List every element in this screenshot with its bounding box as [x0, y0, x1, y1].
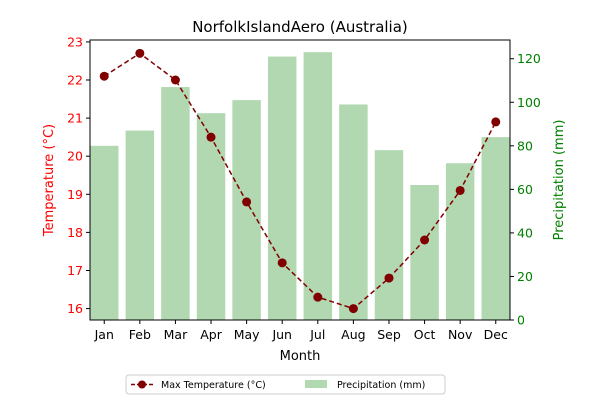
y-axis-left: 16 17 18 19 20 21 22 23	[67, 34, 90, 316]
x-tick-label: Jan	[94, 327, 114, 342]
x-tick-label: Mar	[164, 327, 188, 342]
temperature-series-line	[103, 52, 497, 310]
temperature-point	[348, 304, 358, 314]
y-left-tick-label: 20	[67, 149, 83, 164]
y-axis-right-label: Precipitation (mm)	[552, 120, 567, 241]
y-right-tick-label: 60	[517, 182, 533, 197]
temperature-point	[313, 292, 323, 302]
x-tick-label: Aug	[341, 327, 365, 342]
y-left-tick-label: 17	[67, 263, 83, 278]
temperature-point	[491, 117, 501, 127]
x-tick-label: Apr	[200, 327, 222, 342]
y-left-tick-label: 16	[67, 301, 83, 316]
legend: Max Temperature (°C) Precipitation (mm)	[125, 374, 446, 395]
legend-marker-swatch	[138, 380, 146, 389]
temperature-point	[277, 258, 287, 268]
x-tick-label: Feb	[129, 327, 151, 342]
y-left-tick-label: 22	[67, 73, 83, 88]
temperature-point	[242, 197, 252, 207]
precipitation-bar	[481, 137, 510, 320]
y-right-tick-label: 0	[517, 313, 525, 328]
x-tick-label: Jul	[309, 327, 325, 342]
temperature-point	[99, 71, 109, 81]
temperature-point	[384, 273, 394, 283]
x-axis-label: Month	[280, 349, 321, 364]
x-tick-label: Oct	[414, 327, 436, 342]
legend-label-temperature: Max Temperature (°C)	[161, 380, 266, 391]
y-right-tick-label: 80	[517, 138, 533, 153]
x-tick-label: May	[234, 327, 260, 342]
chart-title: NorfolkIslandAero (Australia)	[192, 18, 408, 36]
precipitation-bar	[232, 100, 261, 320]
temperature-point	[135, 48, 145, 58]
y-right-tick-label: 100	[517, 95, 541, 110]
y-right-tick-label: 40	[517, 225, 533, 240]
y-axis-left-label: Temperature (°C)	[42, 124, 57, 237]
precipitation-bar	[125, 130, 155, 320]
precipitation-bar	[90, 145, 119, 320]
precipitation-bar	[267, 56, 297, 321]
temperature-point	[455, 185, 465, 195]
precipitation-bar	[196, 113, 226, 320]
legend-bar-swatch	[305, 380, 327, 388]
temperature-point	[420, 235, 430, 245]
temperature-point	[206, 132, 216, 142]
precipitation-bars	[90, 52, 510, 321]
y-left-tick-label: 18	[67, 225, 83, 240]
precipitation-bar	[374, 150, 404, 320]
x-tick-label: Sep	[377, 327, 401, 342]
y-left-tick-label: 21	[67, 111, 83, 126]
y-axis-right: 0 20 40 60 80 100 120	[510, 51, 541, 328]
precipitation-bar	[303, 52, 333, 321]
precipitation-bar	[410, 185, 439, 320]
temperature-line	[99, 48, 501, 314]
y-right-tick-label: 120	[517, 51, 541, 66]
legend-label-precipitation: Precipitation (mm)	[337, 380, 425, 391]
x-tick-label: Nov	[448, 327, 473, 342]
temperature-point	[170, 75, 180, 85]
plot-frame	[89, 39, 511, 321]
y-right-tick-label: 20	[517, 269, 533, 284]
x-axis: Jan Feb Mar Apr May Jun Jul Aug Sep Oct Nov Dec	[94, 320, 508, 342]
y-left-tick-label: 23	[67, 34, 83, 49]
x-tick-label: Jun	[271, 327, 292, 342]
precipitation-bar	[339, 104, 368, 320]
x-tick-label: Dec	[484, 327, 508, 342]
precipitation-bar	[161, 87, 190, 321]
y-left-tick-label: 19	[67, 187, 83, 202]
legend-box	[125, 374, 446, 395]
